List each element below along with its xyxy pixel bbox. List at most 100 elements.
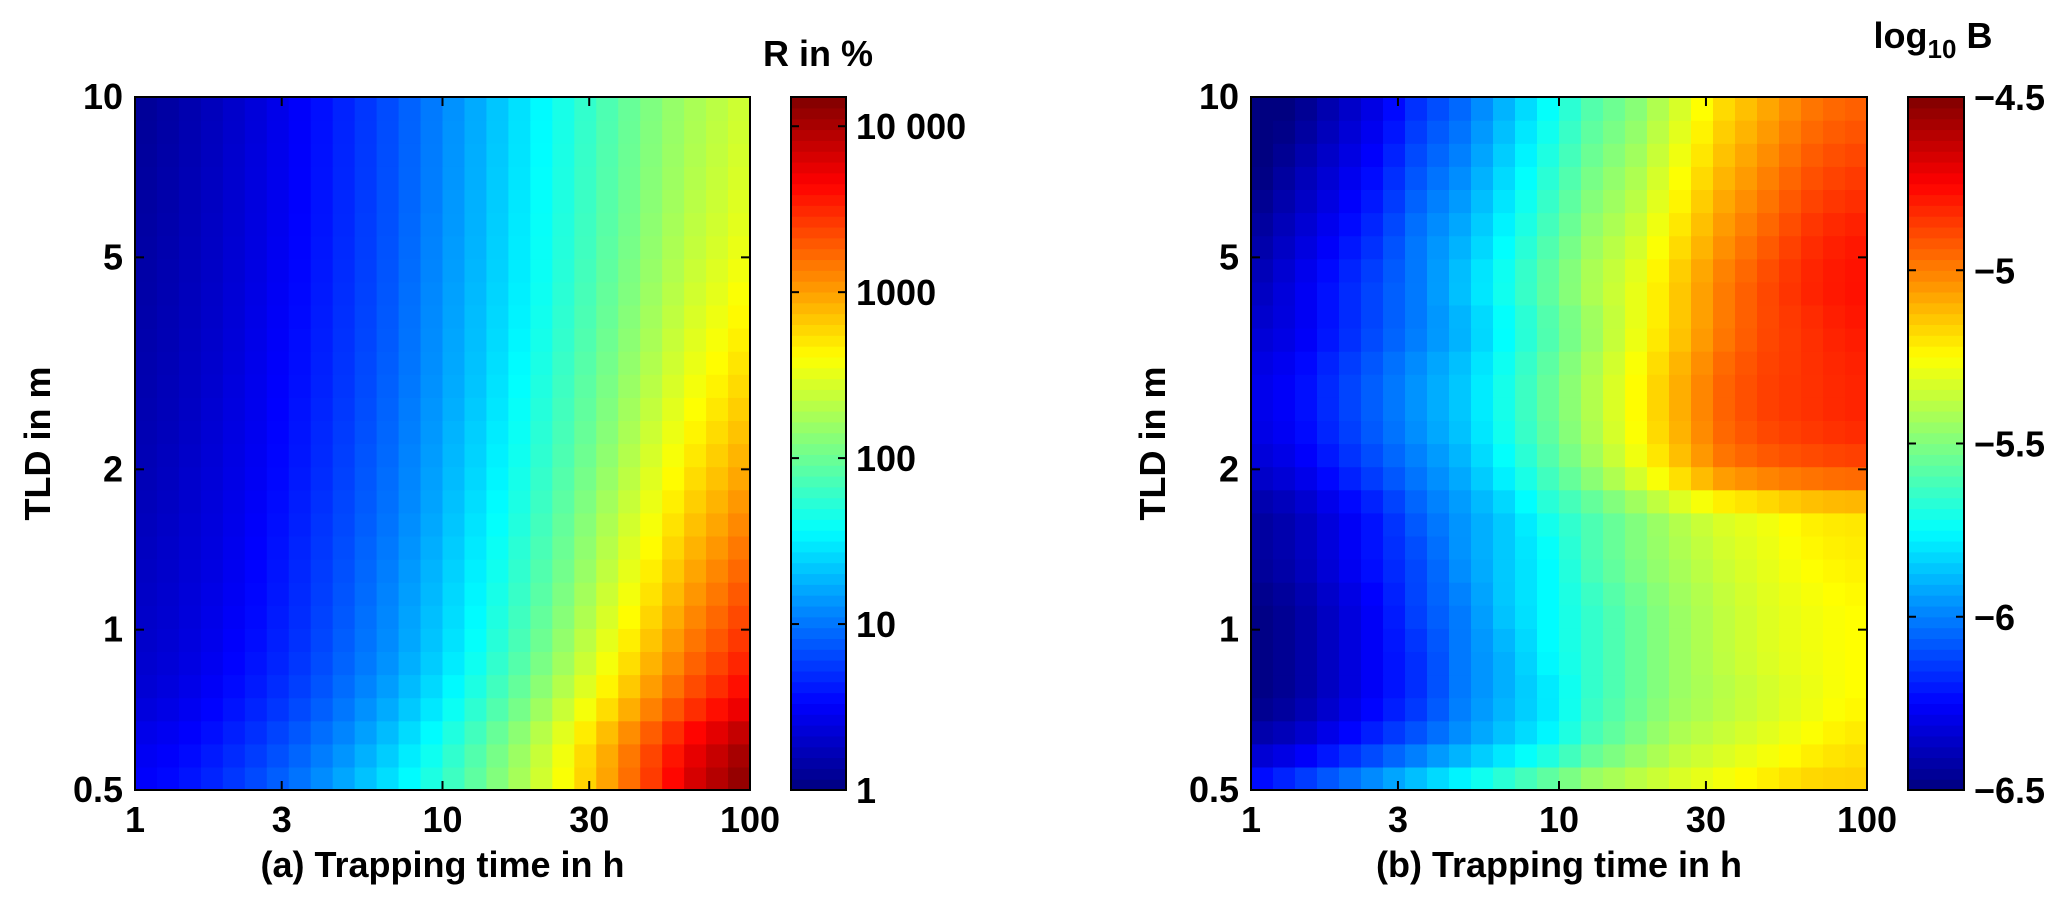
heatmap-cell bbox=[420, 535, 444, 560]
heatmap-cell bbox=[508, 304, 531, 329]
heatmap-cell bbox=[1779, 258, 1802, 283]
heatmap-cell bbox=[266, 212, 290, 237]
heatmap-cell bbox=[574, 212, 597, 237]
heatmap-cell bbox=[574, 466, 597, 491]
heatmap-cell bbox=[1603, 582, 1626, 606]
heatmap-cell bbox=[1647, 143, 1670, 167]
heatmap-cell bbox=[135, 766, 158, 791]
heatmap-cell bbox=[552, 304, 575, 329]
heatmap-cell bbox=[398, 512, 422, 537]
heatmap-cell bbox=[464, 258, 488, 283]
heatmap-cell bbox=[1559, 97, 1582, 121]
heatmap-cell bbox=[1757, 535, 1780, 560]
heatmap-b-cells bbox=[1251, 97, 1868, 791]
heatmap-cell bbox=[354, 143, 378, 167]
colorbar-a bbox=[790, 96, 847, 791]
heatmap-cell bbox=[135, 235, 158, 260]
heatmap-cell bbox=[508, 212, 531, 237]
colorbar-segment bbox=[1908, 454, 1964, 466]
heatmap-cell bbox=[596, 512, 619, 537]
heatmap-cell bbox=[1295, 466, 1318, 491]
heatmap-cell bbox=[706, 120, 729, 144]
heatmap-cell bbox=[662, 97, 685, 121]
heatmap-cell bbox=[1273, 582, 1296, 606]
heatmap-cell bbox=[1713, 697, 1736, 722]
heatmap-cell bbox=[1647, 212, 1670, 237]
heatmap-cell bbox=[222, 235, 246, 260]
heatmap-cell bbox=[596, 166, 619, 190]
heatmap-cell bbox=[640, 628, 663, 652]
colorbar-segment bbox=[1908, 335, 1964, 347]
heatmap-cell bbox=[1295, 489, 1318, 514]
heatmap-cell bbox=[728, 651, 751, 676]
heatmap-cell bbox=[1559, 351, 1582, 375]
heatmap-cell bbox=[574, 374, 597, 398]
heatmap-cell bbox=[354, 628, 378, 652]
heatmap-cell bbox=[332, 212, 356, 237]
heatmap-cell bbox=[1493, 420, 1516, 445]
heatmap-cell bbox=[1779, 697, 1802, 722]
colorbar-segment bbox=[1908, 421, 1964, 434]
heatmap-cell bbox=[1427, 559, 1450, 583]
heatmap-cell bbox=[1405, 443, 1428, 468]
heatmap-cell bbox=[1515, 97, 1538, 121]
heatmap-cell bbox=[1427, 720, 1450, 745]
heatmap-cell bbox=[728, 420, 751, 445]
colorbar-segment bbox=[1908, 584, 1964, 596]
heatmap-cell bbox=[1339, 674, 1362, 699]
heatmap-cell bbox=[1405, 628, 1428, 652]
heatmap-cell bbox=[178, 720, 202, 745]
heatmap-cell bbox=[442, 397, 466, 421]
heatmap-cell bbox=[662, 212, 685, 237]
heatmap-cell bbox=[1493, 212, 1516, 237]
heatmap-cell bbox=[1801, 328, 1824, 352]
heatmap-cell bbox=[486, 97, 509, 121]
y-axis-label-a: TLD in m bbox=[17, 367, 58, 521]
heatmap-cell bbox=[376, 120, 400, 144]
heatmap-cell bbox=[618, 535, 641, 560]
heatmap-cell bbox=[464, 304, 488, 329]
heatmap-cell bbox=[662, 235, 685, 260]
heatmap-cell bbox=[1735, 397, 1758, 421]
heatmap-cell bbox=[1295, 143, 1318, 167]
heatmap-cell bbox=[1361, 328, 1384, 352]
y-tick-label: 2 bbox=[1219, 448, 1239, 489]
heatmap-cell bbox=[1713, 143, 1736, 167]
heatmap-cell bbox=[288, 628, 312, 652]
heatmap-cell bbox=[1823, 766, 1846, 791]
heatmap-cell bbox=[552, 397, 575, 421]
heatmap-cell bbox=[1669, 189, 1692, 214]
heatmap-cell bbox=[1625, 582, 1648, 606]
heatmap-cell bbox=[464, 766, 488, 791]
heatmap-cell bbox=[310, 466, 334, 491]
heatmap-cell bbox=[530, 420, 553, 445]
heatmap-cell bbox=[1405, 651, 1428, 676]
colorbar-segment bbox=[791, 681, 846, 694]
heatmap-cell bbox=[1845, 582, 1868, 606]
heatmap-cell bbox=[728, 397, 751, 421]
heatmap-cell bbox=[552, 743, 575, 768]
heatmap-cell bbox=[398, 720, 422, 745]
heatmap-cell bbox=[486, 582, 509, 606]
heatmap-cell bbox=[420, 212, 444, 237]
heatmap-cell bbox=[1757, 97, 1780, 121]
heatmap-cell bbox=[618, 258, 641, 283]
heatmap-cell bbox=[706, 304, 729, 329]
colorbar-tick-label: 1 bbox=[856, 770, 876, 811]
heatmap-cell bbox=[135, 605, 158, 629]
heatmap-cell bbox=[156, 651, 180, 676]
colorbar-title-b-subscript: 10 bbox=[1928, 34, 1957, 64]
heatmap-cell bbox=[1493, 189, 1516, 214]
heatmap-cell bbox=[1735, 281, 1758, 306]
heatmap-cell bbox=[530, 281, 553, 306]
heatmap-cell bbox=[1273, 397, 1296, 421]
heatmap-cell bbox=[1273, 443, 1296, 468]
heatmap-cell bbox=[1845, 397, 1868, 421]
heatmap-cell bbox=[684, 766, 707, 791]
heatmap-cell bbox=[1845, 304, 1868, 329]
heatmap-cell bbox=[200, 743, 224, 768]
heatmap-cell bbox=[1537, 582, 1560, 606]
